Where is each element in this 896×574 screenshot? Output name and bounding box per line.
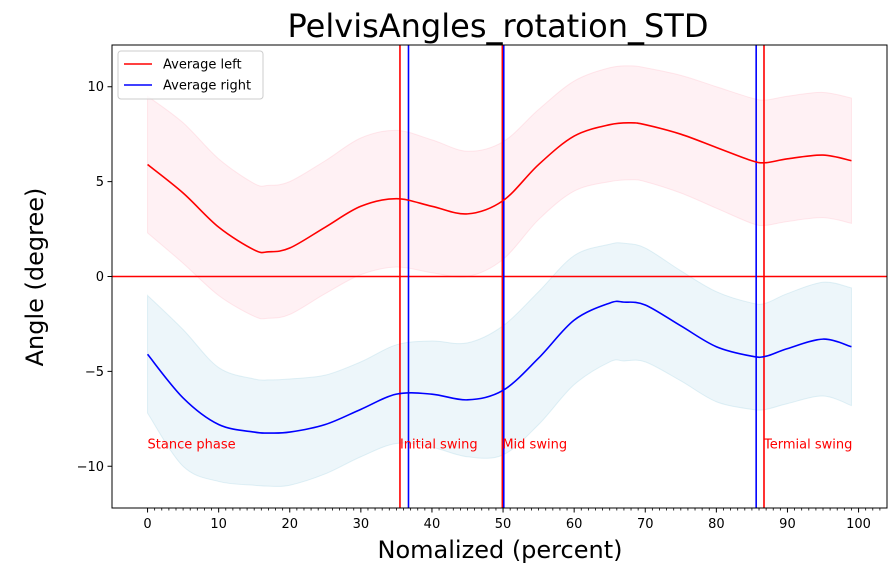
reference-lines bbox=[112, 45, 887, 508]
y-axis-ticks: −10 −5 0 5 10 bbox=[77, 80, 112, 475]
std-band-left bbox=[147, 65, 852, 320]
x-tick-label: 10 bbox=[210, 517, 227, 532]
legend: Average left Average right bbox=[117, 50, 264, 100]
x-tick-label: 0 bbox=[143, 517, 151, 532]
y-tick-label: −10 bbox=[77, 460, 104, 475]
x-tick-label: 30 bbox=[353, 517, 370, 532]
series-line-right bbox=[146, 300, 852, 434]
x-tick-label: 20 bbox=[281, 517, 298, 532]
x-tick-label: 60 bbox=[566, 517, 583, 532]
y-tick-label: 0 bbox=[96, 270, 104, 285]
phase-annotations: Stance phase Initial swing Mid swing Termia… bbox=[148, 437, 853, 452]
x-tick-label: 50 bbox=[495, 517, 512, 532]
phase-label-1: Initial swing bbox=[400, 437, 478, 452]
phase-label-3: Termial swing bbox=[763, 437, 852, 452]
x-tick-label: 70 bbox=[637, 517, 654, 532]
series-lines bbox=[146, 121, 852, 434]
legend-box bbox=[117, 50, 264, 100]
y-tick-label: 10 bbox=[87, 80, 104, 95]
y-axis-label: Angle (degree) bbox=[21, 188, 49, 367]
x-axis-label: Nomalized (percent) bbox=[378, 536, 623, 564]
series-line-left bbox=[147, 121, 852, 254]
phase-label-2: Mid swing bbox=[502, 437, 567, 452]
x-tick-label: 90 bbox=[779, 517, 796, 532]
y-tick-label: −5 bbox=[85, 365, 104, 380]
x-tick-label: 100 bbox=[846, 517, 871, 532]
legend-label-left: Average left bbox=[163, 58, 242, 73]
phase-label-0: Stance phase bbox=[148, 437, 236, 452]
x-axis-ticks: 0 10 20 30 40 50 60 70 80 90 100 bbox=[143, 508, 881, 532]
x-tick-label: 80 bbox=[708, 517, 725, 532]
legend-label-right: Average right bbox=[163, 79, 251, 94]
y-tick-label: 5 bbox=[96, 175, 104, 190]
chart-title: PelvisAngles_rotation_STD bbox=[288, 7, 709, 45]
x-tick-label: 40 bbox=[424, 517, 441, 532]
